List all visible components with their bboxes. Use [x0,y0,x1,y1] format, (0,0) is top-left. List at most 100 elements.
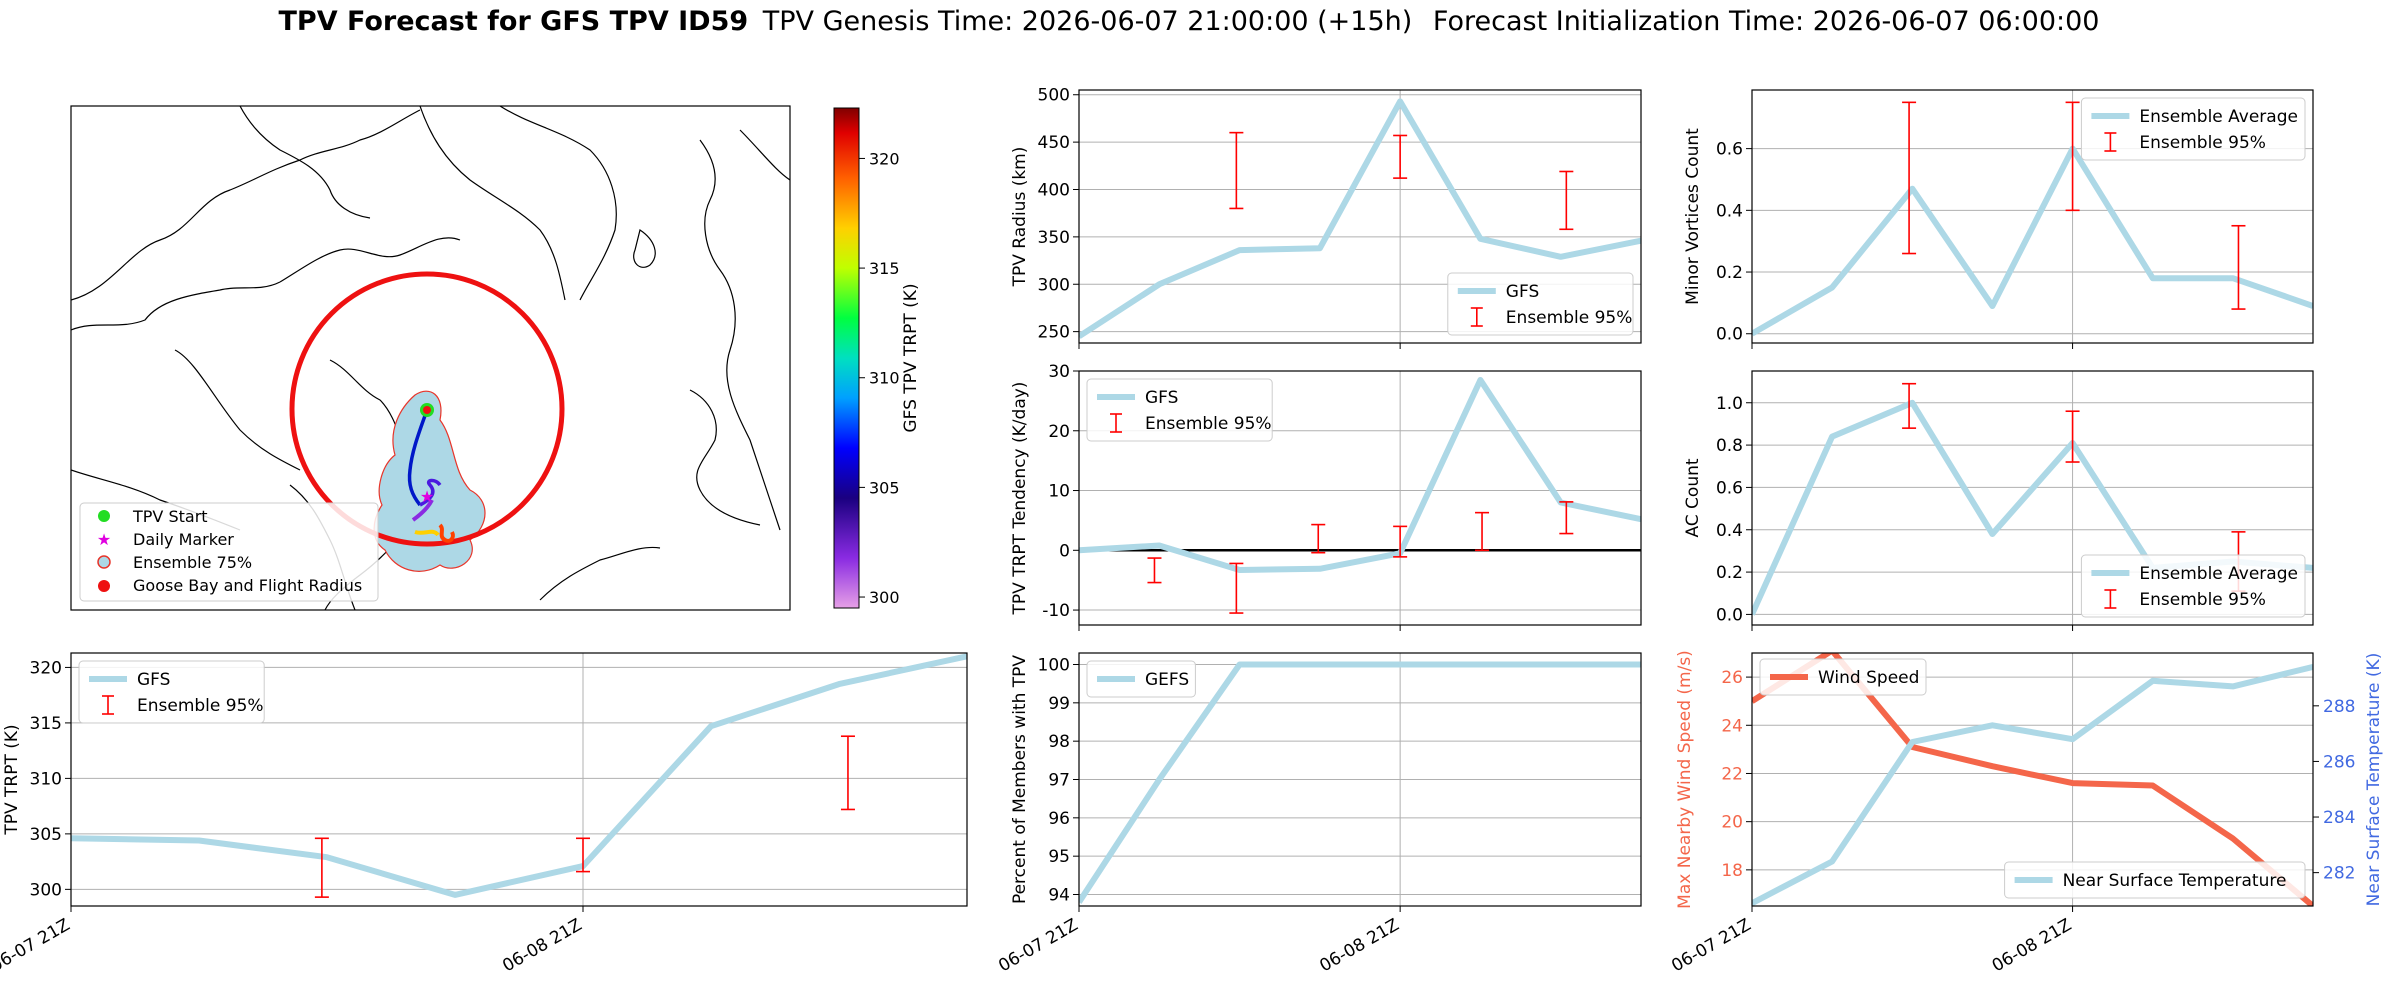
ytick-label: 315 [30,714,62,734]
ylabel: Percent of Members with TPV [1010,655,1030,904]
series-line [1752,145,2313,337]
legend-label: Ensemble 95% [1145,414,1272,434]
ytick-label: 0.2 [1716,263,1743,283]
chart-plot-area [1079,98,1641,339]
errorbar [1642,525,1656,557]
ytick-label: 96 [1048,809,1070,829]
legend-label: Ensemble 95% [137,696,264,716]
chart-frame [1078,89,1642,344]
chart-legend: GFS Ensemble 95% [1447,272,1634,336]
series-line [1079,377,1641,573]
xtick-label: 06-07 21Z [0,915,74,976]
ytick-label: 20 [1048,422,1070,442]
series-line [1079,98,1641,339]
series-line [71,653,967,898]
coastline-britain [689,389,761,526]
ytick-label: 24 [1721,716,1743,736]
title-init: Forecast Initialization Time: 2026-06-07… [1432,6,2100,37]
ylabel: TPV TRPT Tendency (K/day) [1010,382,1030,616]
chart-frame [1078,652,1642,907]
coastline-alaska [71,109,421,301]
ytick-label: 98 [1048,732,1070,752]
legend-label: GEFS [1145,670,1189,690]
ytick-label: 400 [1038,180,1070,200]
legend-frame [2080,97,2306,161]
ytick-label: 20 [1721,813,1743,833]
legend-ensemble-label: Ensemble 75% [133,553,252,572]
ytick-right-label: 282 [2323,864,2355,884]
chart-frame [70,652,968,907]
ytick-label: 350 [1038,228,1070,248]
legend-goose-label: Goose Bay and Flight Radius [133,576,362,595]
title-genesis: TPV Genesis Time: 2026-06-07 21:00:00 (+… [762,6,1413,37]
legend-label: Near Surface Temperature [2063,871,2287,891]
legend-label: Ensemble 95% [2139,590,2266,610]
errorbar [1559,170,1574,231]
chart-legend: GFS Ensemble 95% [1086,378,1273,442]
chart-plot-area [71,653,967,898]
series-line [1752,663,2313,906]
map-frame [70,105,791,611]
ytick-label: 0.2 [1716,563,1743,583]
errorbar [1229,562,1244,614]
errorbar [1475,511,1490,552]
chart-frame [1751,370,2314,626]
ytick-label: 0 [1059,541,1070,561]
map-legend: TPV Start ★ Daily Marker Ensemble 75% Go… [79,502,379,602]
figure-title: TPV Forecast for GFS TPV ID59 TPV Genesi… [0,6,2384,37]
errorbar [1902,101,1917,255]
tpv-track-warm [414,529,440,537]
xtick-label: 06-07 21Z [1668,915,1754,976]
ytick-label: 320 [30,658,62,678]
errorbar [1393,525,1408,558]
legend-label: GFS [1506,282,1539,302]
coastline-arctic [279,237,461,283]
legend-label: GFS [137,670,170,690]
ytick-label: 99 [1048,694,1070,714]
map-panel: ★ TPV Start ★ Daily Marker Ensemble 75% … [70,105,921,611]
chart-legend: Ensemble Average Ensemble 95% [2080,554,2306,618]
errorbar [2065,410,2080,463]
ytick-label: 0.4 [1716,521,1743,541]
chart-legend: GEFS [1086,660,1196,698]
legend-ensemble-icon [97,555,111,569]
legend-frame [2004,861,2306,899]
legend-label: GFS [1145,388,1178,408]
chart-plot-area [1079,377,1656,614]
chart-legend: Ensemble Average Ensemble 95% [2080,97,2306,161]
legend-star-icon: ★ [97,530,111,549]
legend-label: Ensemble Average [2139,107,2298,127]
ylabel: AC Count [1683,458,1703,537]
errorbar [1147,557,1162,584]
flight-radius-circle [289,271,565,547]
coastline-islands [239,106,371,219]
ytick-label: 22 [1721,764,1743,784]
colorbar-tick-label: 315 [869,259,900,278]
ytick-label: 10 [1048,482,1070,502]
xtick-label: 06-08 21Z [499,915,585,976]
legend-errorbar-icon [1470,307,1483,327]
title-bold: TPV Forecast for GFS TPV ID59 [278,6,749,37]
chart-plot-area [1752,101,2313,337]
ylabel: Minor Vortices Count [1683,128,1703,305]
ylabel-right: Near Surface Temperature (K) [2364,653,2384,907]
legend-errorbar-icon [2104,589,2117,609]
legend-label: Ensemble 95% [1506,308,1633,328]
ytick-right-label: 288 [2323,697,2355,717]
daily-marker-star: ★ [420,487,434,506]
chart-frame [1751,89,2314,344]
coastline-north [71,281,281,331]
ytick-label: 95 [1048,847,1070,867]
ytick-label: 305 [30,825,62,845]
ytick-label: 250 [1038,323,1070,343]
tpv-track-hot [438,523,455,543]
ytick-label: 300 [1038,275,1070,295]
map-basemap: ★ [71,106,790,610]
legend-frame [2080,554,2306,618]
coastline-europe [699,139,781,531]
ytick-label: 300 [30,880,62,900]
tpv-track-early [407,409,429,507]
chart-wind: 18 20 22 24 26 06-07 21Z 06-08 21Z Max Nearby W… [1668,650,2384,976]
coastline-greenland-e [499,106,617,301]
errorbar [1393,134,1408,179]
